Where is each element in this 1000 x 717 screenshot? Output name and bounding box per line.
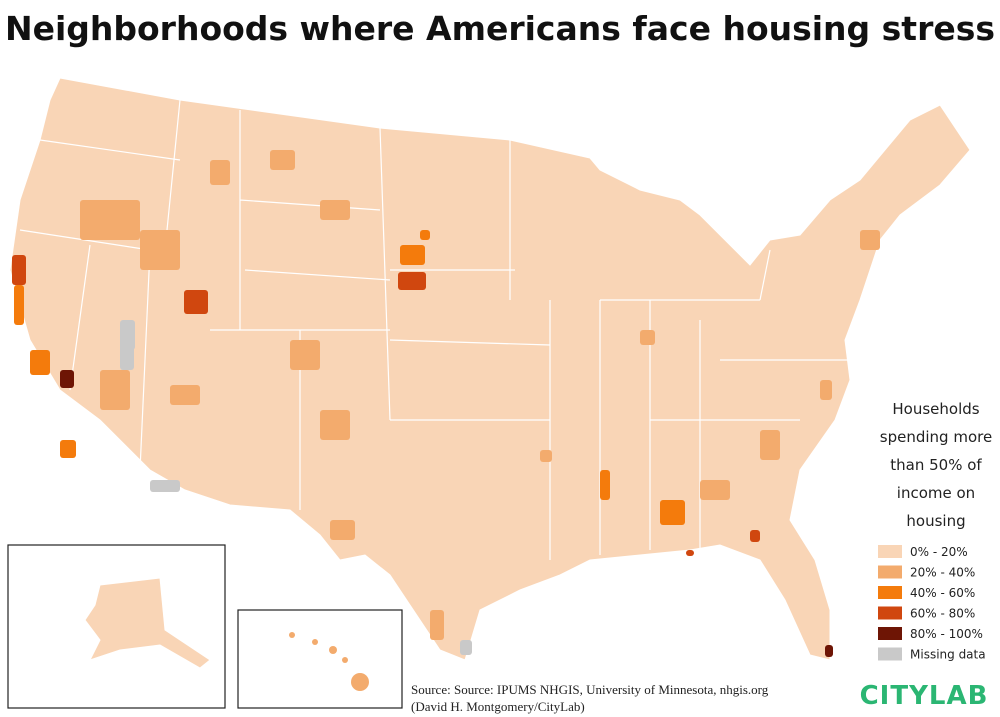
map-patch [640,330,655,345]
legend-label: Missing data [910,648,986,662]
map-patch [820,380,832,400]
map-patch [170,385,200,405]
map-patches [12,150,880,657]
map-patch [398,272,426,290]
us-mainland [9,77,971,661]
map-patch [660,500,685,525]
legend-swatch [878,586,902,599]
map-patch [60,440,76,458]
map-patch [210,160,230,185]
map-patch [290,340,320,370]
state-lines [19,99,850,560]
alaska [84,577,211,669]
logo: CITYLAB [860,681,989,711]
map-patch [184,290,208,314]
map-patch [760,430,780,460]
legend-title-line: housing [906,512,965,530]
map-patch [860,230,880,250]
map-patch [150,480,180,492]
legend-swatch [878,545,902,558]
legend-swatch [878,606,902,620]
map-patch [30,350,50,375]
legend-title-line: income on [897,484,975,502]
map-patch [120,320,135,350]
map-patch [12,255,26,285]
map-patch [430,610,444,640]
map-patch [600,470,610,500]
legend-label: 60% - 80% [910,607,975,621]
title: Neighborhoods where Americans face housi… [5,9,995,48]
legend-label: 80% - 100% [910,627,983,641]
map-patch [330,520,355,540]
legend-label: 20% - 40% [910,566,975,580]
legend-label: 40% - 60% [910,586,975,600]
map-patch [100,370,130,410]
hawaii [289,632,369,691]
source-line: Source: Source: IPUMS NHGIS, University … [411,682,769,697]
map-patch [420,230,430,240]
map-patch [700,480,730,500]
map-patch [14,285,24,325]
alaska-inset [7,544,226,709]
legend-swatch [878,647,902,661]
map-patch [540,450,552,462]
map-patch [60,370,74,388]
legend-title-line: than 50% of [890,456,982,474]
map [7,77,971,709]
map-patch [460,640,472,655]
map-patch [120,345,134,370]
map-patch [80,200,140,240]
map-patch [400,245,425,265]
legend-swatch [878,627,902,640]
legend-swatch [878,565,902,579]
map-patch [140,230,180,270]
map-patch [686,550,694,556]
map-patch [320,200,350,220]
hawaii-inset [237,609,403,709]
legend-label: 0% - 20% [910,545,968,559]
legend-title-line: spending more [880,428,992,446]
map-patch [270,150,295,170]
source-line: (David H. Montgomery/CityLab) [411,699,585,714]
map-patch [825,645,833,657]
legend-title-line: Households [892,400,979,418]
map-patch [750,530,760,542]
map-patch [320,410,350,440]
legend: Households spending more than 50% of income… [878,400,992,662]
